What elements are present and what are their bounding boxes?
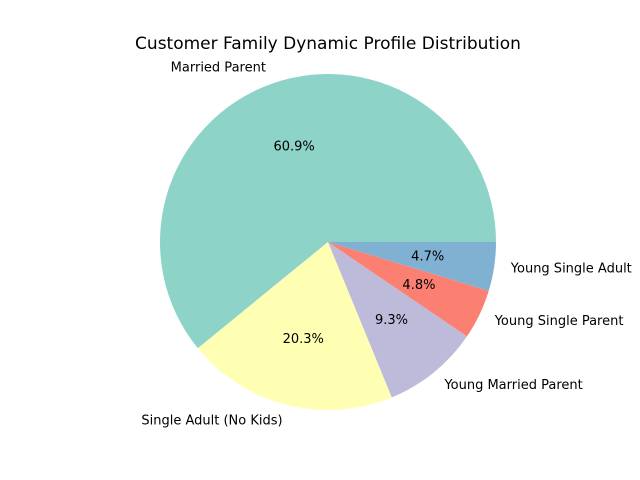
pie-slices [159,74,496,410]
pie-slice-single-adult-no-kids [197,242,392,410]
pie-slice-young-married-parent [328,242,467,398]
slice-label-married-parent: Married Parent [171,60,266,75]
slice-label-young-married-parent: Young Married Parent [443,378,582,393]
slice-percent-young-single-adult: 4.7% [411,249,444,264]
slice-percent-married-parent: 60.9% [273,140,314,155]
pie-slice-married-parent [159,74,496,349]
chart-title: Customer Family Dynamic Profile Distribu… [135,34,521,54]
slice-label-single-adult-no-kids: Single Adult (No Kids) [141,414,282,429]
pie-slice-young-single-adult [328,242,496,291]
slice-percent-young-single-parent: 4.8% [402,278,435,293]
pie-labels: Married Parent 60.9% Single Adult (No Kids… [141,60,631,428]
slice-label-young-single-adult: Young Single Adult [510,262,632,277]
pie-slice-young-single-parent [328,242,489,337]
slice-percent-single-adult-no-kids: 20.3% [283,332,324,347]
slice-label-young-single-parent: Young Single Parent [494,314,624,329]
slice-percent-young-married-parent: 9.3% [375,313,408,328]
